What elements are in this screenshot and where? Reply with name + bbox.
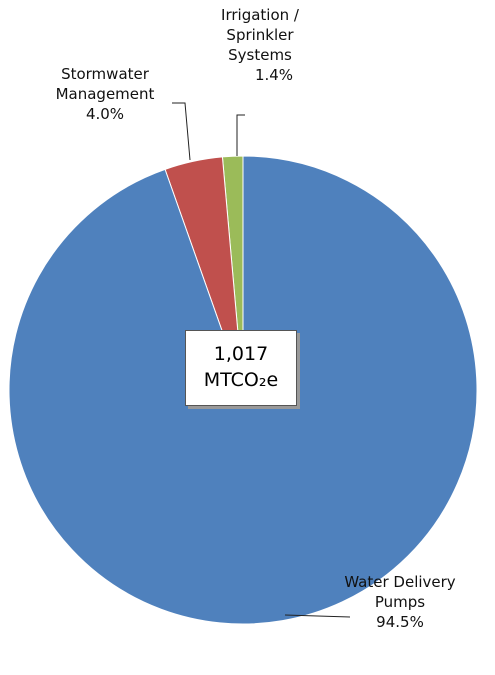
unit-label: MTCO₂e xyxy=(203,369,279,391)
value-label: 94.5% xyxy=(376,613,424,631)
slice-label: Irrigation / Sprinkler Systems 1.4% xyxy=(220,5,300,85)
category-label: Irrigation / Sprinkler Systems xyxy=(221,6,299,64)
center-annotation: 1,017 MTCO₂e xyxy=(185,330,297,406)
leader-line xyxy=(284,614,351,618)
value-label: 4.0% xyxy=(85,105,125,123)
slice-label: Water Delivery Pumps 94.5% xyxy=(335,572,465,632)
slice-label: Stormwater Management 4.0% xyxy=(35,64,175,124)
total-label: 1,017 xyxy=(213,343,269,365)
category-label: Stormwater Management xyxy=(55,65,155,103)
category-label: Water Delivery Pumps xyxy=(344,573,456,611)
leader-line xyxy=(236,114,245,156)
leader-line xyxy=(172,102,191,161)
value-label: 1.4% xyxy=(254,66,294,84)
